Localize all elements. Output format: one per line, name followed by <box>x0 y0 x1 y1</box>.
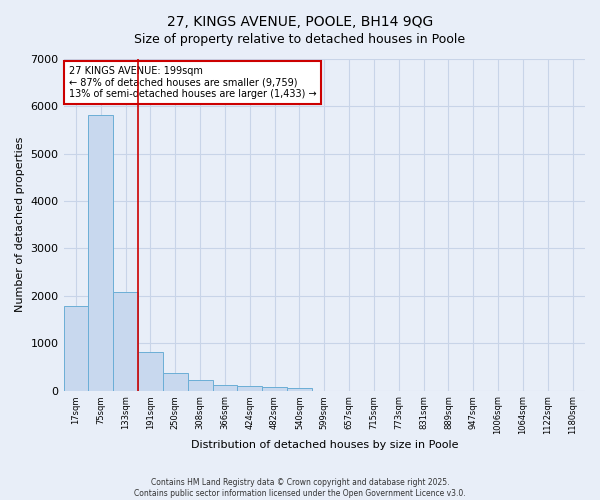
Bar <box>88 115 113 390</box>
Bar <box>262 388 287 390</box>
Bar <box>113 292 138 390</box>
Bar <box>287 388 312 390</box>
Bar <box>163 373 188 390</box>
Bar <box>138 352 163 391</box>
Bar <box>188 380 212 390</box>
Text: Contains HM Land Registry data © Crown copyright and database right 2025.
Contai: Contains HM Land Registry data © Crown c… <box>134 478 466 498</box>
X-axis label: Distribution of detached houses by size in Poole: Distribution of detached houses by size … <box>191 440 458 450</box>
Bar <box>212 385 238 390</box>
Bar <box>64 306 88 390</box>
Bar <box>238 386 262 390</box>
Text: Size of property relative to detached houses in Poole: Size of property relative to detached ho… <box>134 32 466 46</box>
Text: 27, KINGS AVENUE, POOLE, BH14 9QG: 27, KINGS AVENUE, POOLE, BH14 9QG <box>167 15 433 29</box>
Y-axis label: Number of detached properties: Number of detached properties <box>15 137 25 312</box>
Text: 27 KINGS AVENUE: 199sqm
← 87% of detached houses are smaller (9,759)
13% of semi: 27 KINGS AVENUE: 199sqm ← 87% of detache… <box>69 66 316 99</box>
